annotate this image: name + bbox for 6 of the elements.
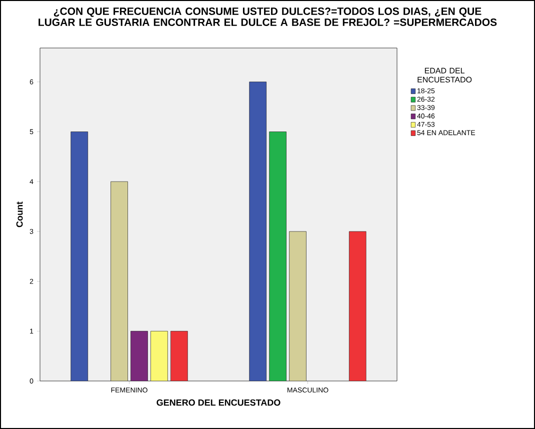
bar — [170, 331, 188, 381]
y-axis-title: Count — [16, 202, 23, 228]
x-axis-title: GENERO DEL ENCUESTADO — [156, 399, 280, 406]
bar — [349, 231, 366, 381]
chart-title: ¿CON QUE FRECUENCIA CONSUME USTED DULCES?=TODOS LOS DIAS, ¿EN QUE LUGAR LE GUSTARIA ENCONTRAR EL DULCE A BASE DE FREJOL? =SUPERMERCADOS — [38, 8, 497, 26]
legend-title: EDAD DEL ENCUESTADO — [418, 68, 472, 82]
